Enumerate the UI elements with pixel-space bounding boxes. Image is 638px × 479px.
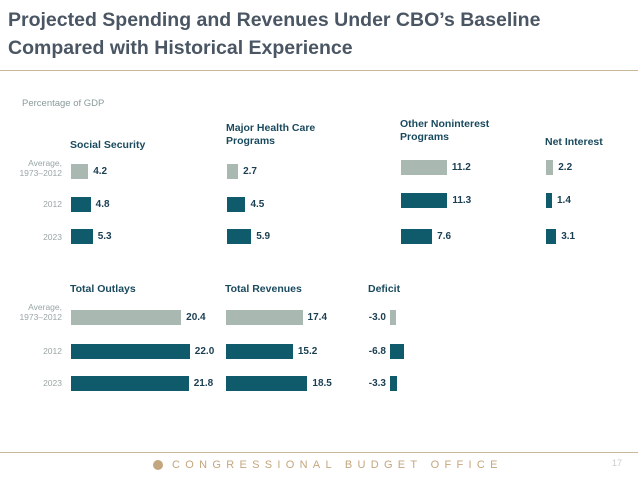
data-label: 3.1 — [561, 231, 576, 242]
data-label: 2.7 — [243, 166, 257, 177]
data-label: 22.0 — [194, 346, 215, 357]
panel-title: Other Noninterest Programs — [400, 118, 490, 143]
data-label: 1.4 — [557, 195, 571, 206]
data-label: -3.0 — [368, 312, 386, 323]
bar — [226, 376, 308, 391]
data-label: 4.5 — [250, 199, 265, 210]
data-label: 4.8 — [95, 199, 110, 210]
bar — [401, 160, 447, 175]
unit-label: Percentage of GDP — [22, 98, 105, 109]
title-line-1: Projected Spending and Revenues Under CB… — [8, 9, 541, 31]
panel-title: Net Interest — [545, 136, 603, 148]
bar — [71, 164, 89, 179]
bar — [71, 197, 91, 212]
bar — [401, 193, 448, 208]
bar — [401, 229, 433, 244]
data-label: 11.3 — [452, 195, 472, 206]
panel-title: Deficit — [368, 283, 401, 295]
category-label: Average, 1973–2012 — [19, 302, 62, 322]
bar — [390, 376, 397, 391]
slide-title: Projected Spending and Revenues Under CB… — [8, 6, 540, 62]
cbo-seal-icon — [153, 460, 163, 470]
category-label: 2012 — [43, 346, 62, 356]
category-label: 2023 — [43, 378, 62, 388]
bar — [71, 229, 93, 244]
footer-divider — [0, 452, 638, 453]
bar — [71, 376, 189, 391]
data-label: -6.8 — [368, 346, 386, 357]
category-label: 2023 — [43, 232, 62, 242]
panel-title: Total Revenues — [225, 283, 302, 295]
panel-title: Social Security — [70, 139, 146, 151]
data-label: -3.3 — [368, 378, 386, 389]
title-divider — [0, 70, 638, 71]
panel-title: Total Outlays — [70, 283, 136, 295]
data-label: 7.6 — [437, 231, 452, 242]
bar — [71, 344, 190, 359]
data-label: 17.4 — [307, 312, 328, 323]
bar — [227, 229, 252, 244]
bar — [546, 229, 557, 244]
bar — [71, 310, 182, 325]
data-label: 4.2 — [93, 166, 108, 177]
data-label: 15.2 — [297, 346, 318, 357]
bar — [390, 310, 396, 325]
footer-org: CONGRESSIONAL BUDGET OFFICE — [172, 459, 503, 471]
bar — [226, 344, 293, 359]
bar — [546, 160, 554, 175]
panel-title: Major Health Care Programs — [226, 122, 316, 147]
category-label: 2012 — [43, 199, 62, 209]
data-label: 18.5 — [312, 378, 332, 389]
bar — [226, 310, 303, 325]
data-label: 11.2 — [451, 162, 471, 173]
category-label: Average, 1973–2012 — [19, 158, 62, 178]
data-label: 21.8 — [193, 378, 214, 389]
data-label: 5.3 — [97, 231, 112, 242]
page-number: 17 — [612, 458, 623, 468]
bar — [227, 197, 246, 212]
bar — [390, 344, 404, 359]
data-label: 20.4 — [186, 312, 206, 323]
data-label: 5.9 — [256, 231, 271, 242]
bar — [227, 164, 239, 179]
bar — [546, 193, 552, 208]
data-label: 2.2 — [558, 162, 573, 173]
title-line-2: Compared with Historical Experience — [8, 37, 353, 59]
